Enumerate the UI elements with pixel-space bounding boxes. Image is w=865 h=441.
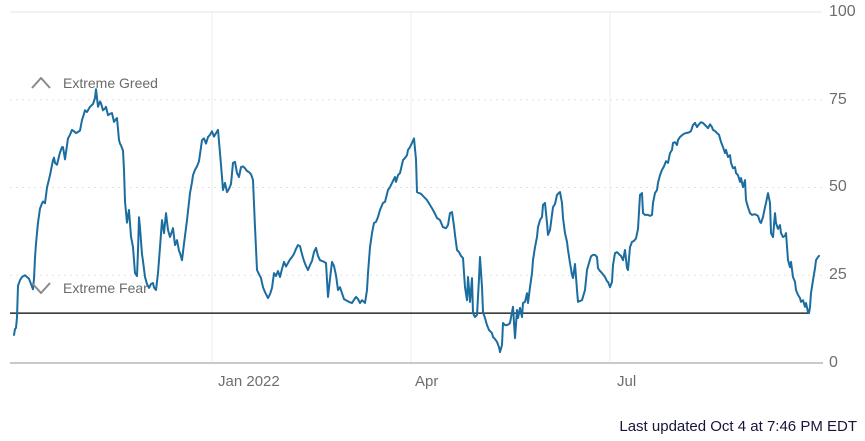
extreme-greed-label: Extreme Greed xyxy=(63,75,158,91)
extreme-fear-label: Extreme Fear xyxy=(63,280,148,296)
y-axis-tick-label-25: 25 xyxy=(829,266,847,283)
x-axis-tick-label-jan-2022: Jan 2022 xyxy=(218,373,280,390)
chevron-down-icon xyxy=(31,282,51,294)
index-line-series xyxy=(13,88,820,354)
y-axis-tick-label-50: 50 xyxy=(829,178,847,195)
x-axis-tick-label-jul: Jul xyxy=(617,373,637,390)
y-axis-tick-label-0: 0 xyxy=(829,354,838,371)
extreme-fear-marker: Extreme Fear xyxy=(31,281,148,295)
last-updated-text: Last updated Oct 4 at 7:46 PM EDT xyxy=(619,418,857,435)
x-axis-tick-label-apr: Apr xyxy=(415,373,439,390)
chevron-up-icon xyxy=(31,77,51,89)
extreme-greed-marker: Extreme Greed xyxy=(31,76,158,90)
y-axis-tick-label-100: 100 xyxy=(829,3,856,20)
y-axis-tick-label-75: 75 xyxy=(829,91,847,108)
